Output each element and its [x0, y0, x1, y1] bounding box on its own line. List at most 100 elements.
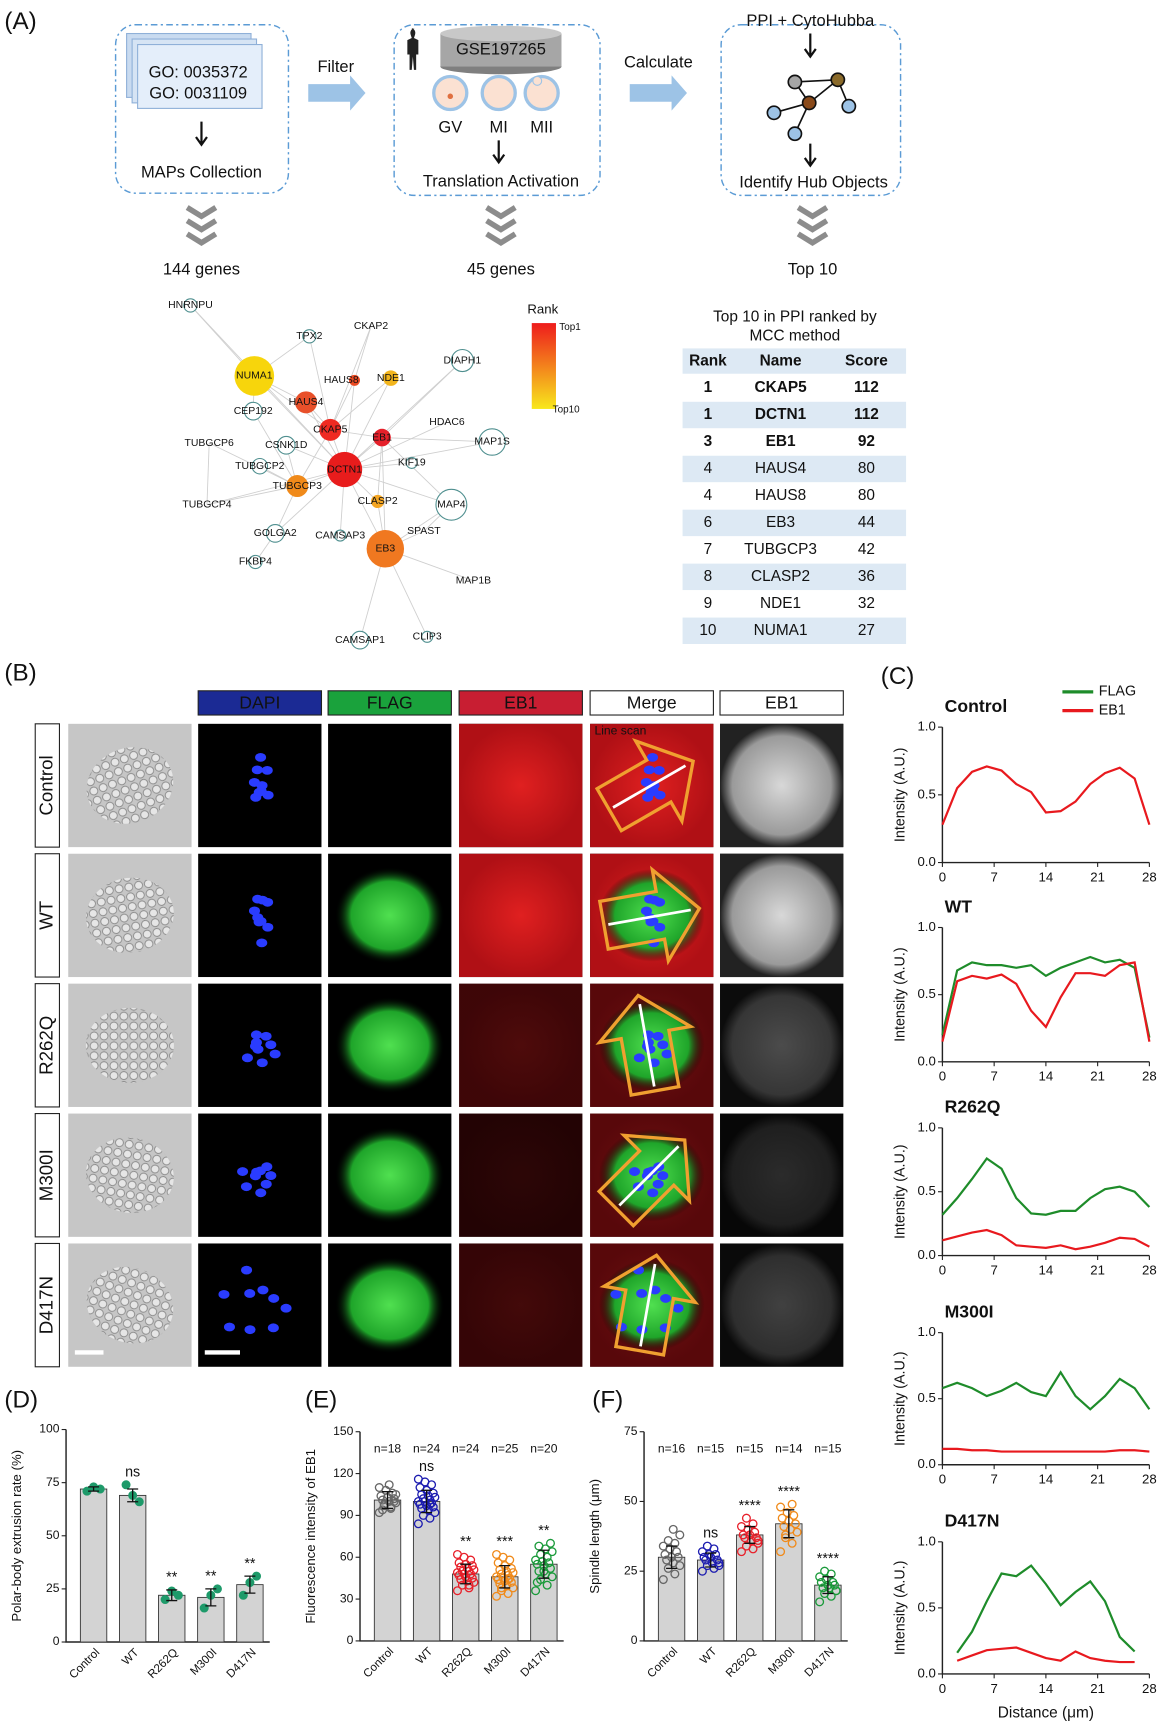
- legend-label: EB1: [1099, 702, 1126, 718]
- axis: [941, 727, 1150, 864]
- x-tick-label: 28: [1142, 1472, 1157, 1487]
- y-axis-label: Spindle length (μm): [587, 1479, 602, 1594]
- error-bar: [244, 1575, 256, 1594]
- y-tick-label: 50: [46, 1528, 60, 1542]
- row-label-box: [34, 723, 61, 848]
- data-point: [121, 1480, 131, 1490]
- y-tick-label: 0.5: [917, 986, 935, 1001]
- error-bar: [166, 1589, 178, 1602]
- data-point: [454, 1558, 464, 1568]
- eb1-signal: [459, 983, 583, 1107]
- panel-label: (B): [4, 660, 36, 687]
- table-band: [682, 401, 907, 429]
- bar: [657, 1556, 686, 1642]
- scan-line: [639, 1263, 657, 1347]
- eb1-gray: [720, 723, 844, 848]
- x-tick-label: M300I: [188, 1647, 219, 1678]
- dna-blob: [648, 895, 661, 905]
- dna-blob: [241, 1053, 253, 1063]
- data-point: [389, 1494, 399, 1504]
- significance: **: [460, 1534, 472, 1550]
- image-tile: [198, 1243, 322, 1367]
- error-bar: [499, 1564, 511, 1589]
- channel-header: [197, 690, 323, 716]
- channel-label: EB1: [765, 693, 798, 713]
- dna-blob: [269, 1049, 281, 1059]
- network-edge: [344, 441, 493, 470]
- channel-header: [719, 690, 844, 716]
- node-label: HNRNPU: [168, 300, 213, 311]
- dna-blob: [610, 1289, 622, 1299]
- oocyte-cluster: [86, 1266, 174, 1344]
- x-tick-label: 14: [1039, 1472, 1054, 1487]
- node-label: TUBGCP4: [182, 500, 231, 511]
- chevrons: [185, 205, 829, 246]
- y-tick-label: 0: [53, 1634, 60, 1648]
- table-cell: 80: [858, 487, 875, 504]
- x-tick-label: M300I: [482, 1646, 513, 1677]
- data-point: [469, 1565, 479, 1575]
- dna-blob: [265, 1171, 277, 1180]
- row-label-box: [34, 983, 61, 1108]
- y-tick-label: 0.5: [917, 1183, 935, 1198]
- dna-blob: [244, 1325, 256, 1335]
- data-point: [508, 1568, 518, 1578]
- y-tick-label: 30: [340, 1591, 354, 1605]
- channel-label: DAPI: [239, 693, 280, 713]
- dna-blob: [257, 895, 269, 905]
- data-point: [545, 1538, 555, 1548]
- data-point: [160, 1595, 170, 1605]
- network-edge: [344, 421, 448, 470]
- workflow-box: [114, 24, 290, 194]
- y-tick-label: 75: [46, 1475, 60, 1489]
- dna-blob: [652, 1031, 664, 1041]
- x-tick-label: R262Q: [146, 1647, 180, 1681]
- significance: ns: [703, 1526, 718, 1542]
- x-tick-label: WT: [120, 1647, 141, 1668]
- dna-blob: [244, 1289, 256, 1298]
- dna-blob: [255, 752, 267, 762]
- dna-blob: [250, 1038, 262, 1047]
- x-tick-label: 28: [1142, 1681, 1157, 1696]
- table-cell: 4: [704, 487, 713, 504]
- y-tick-label: 1.0: [917, 919, 935, 934]
- node-label: CLASP2: [358, 496, 398, 507]
- x-tick-label: 0: [939, 1262, 946, 1277]
- network-node: [243, 401, 263, 421]
- channel-label: FLAG: [367, 693, 413, 713]
- data-point: [697, 1566, 707, 1576]
- significance: **: [244, 1556, 256, 1572]
- dna-blob: [257, 1285, 269, 1295]
- data-point: [413, 1474, 423, 1484]
- data-point: [658, 1575, 668, 1585]
- node-label: DCTN1: [327, 464, 362, 475]
- error-bar: [822, 1576, 834, 1595]
- y-axis-label: Intensity (A.U.): [892, 1561, 908, 1656]
- table-band: [682, 617, 907, 645]
- network-edge: [344, 469, 452, 506]
- channel-label: Merge: [627, 693, 677, 713]
- dna-blob: [265, 1040, 277, 1050]
- dna-blob: [643, 765, 655, 775]
- dataset-label: GSE197265: [456, 40, 546, 58]
- n-label: n=18: [374, 1442, 402, 1456]
- network-icon: [766, 72, 857, 142]
- network-node: [234, 356, 275, 396]
- image-tile: [328, 723, 452, 848]
- dna-blob: [629, 1167, 641, 1176]
- node-label: CAMSAP3: [315, 530, 365, 541]
- y-tick-label: 25: [624, 1563, 638, 1577]
- y-tick-label: 1.0: [917, 1324, 935, 1339]
- arrow: [195, 121, 208, 147]
- line-series: [941, 1156, 1151, 1216]
- dna-blob: [223, 1322, 235, 1332]
- legend-title: Rank: [527, 301, 558, 316]
- network-node: [421, 630, 434, 643]
- data-point: [501, 1580, 511, 1590]
- y-tick-label: 75: [624, 1424, 638, 1438]
- box-label: Identify Hub Objects: [739, 174, 888, 192]
- table-header: Score: [845, 353, 888, 370]
- node-label: EB1: [372, 432, 392, 443]
- n-label: n=15: [697, 1442, 725, 1456]
- chart-title: WT: [945, 896, 973, 916]
